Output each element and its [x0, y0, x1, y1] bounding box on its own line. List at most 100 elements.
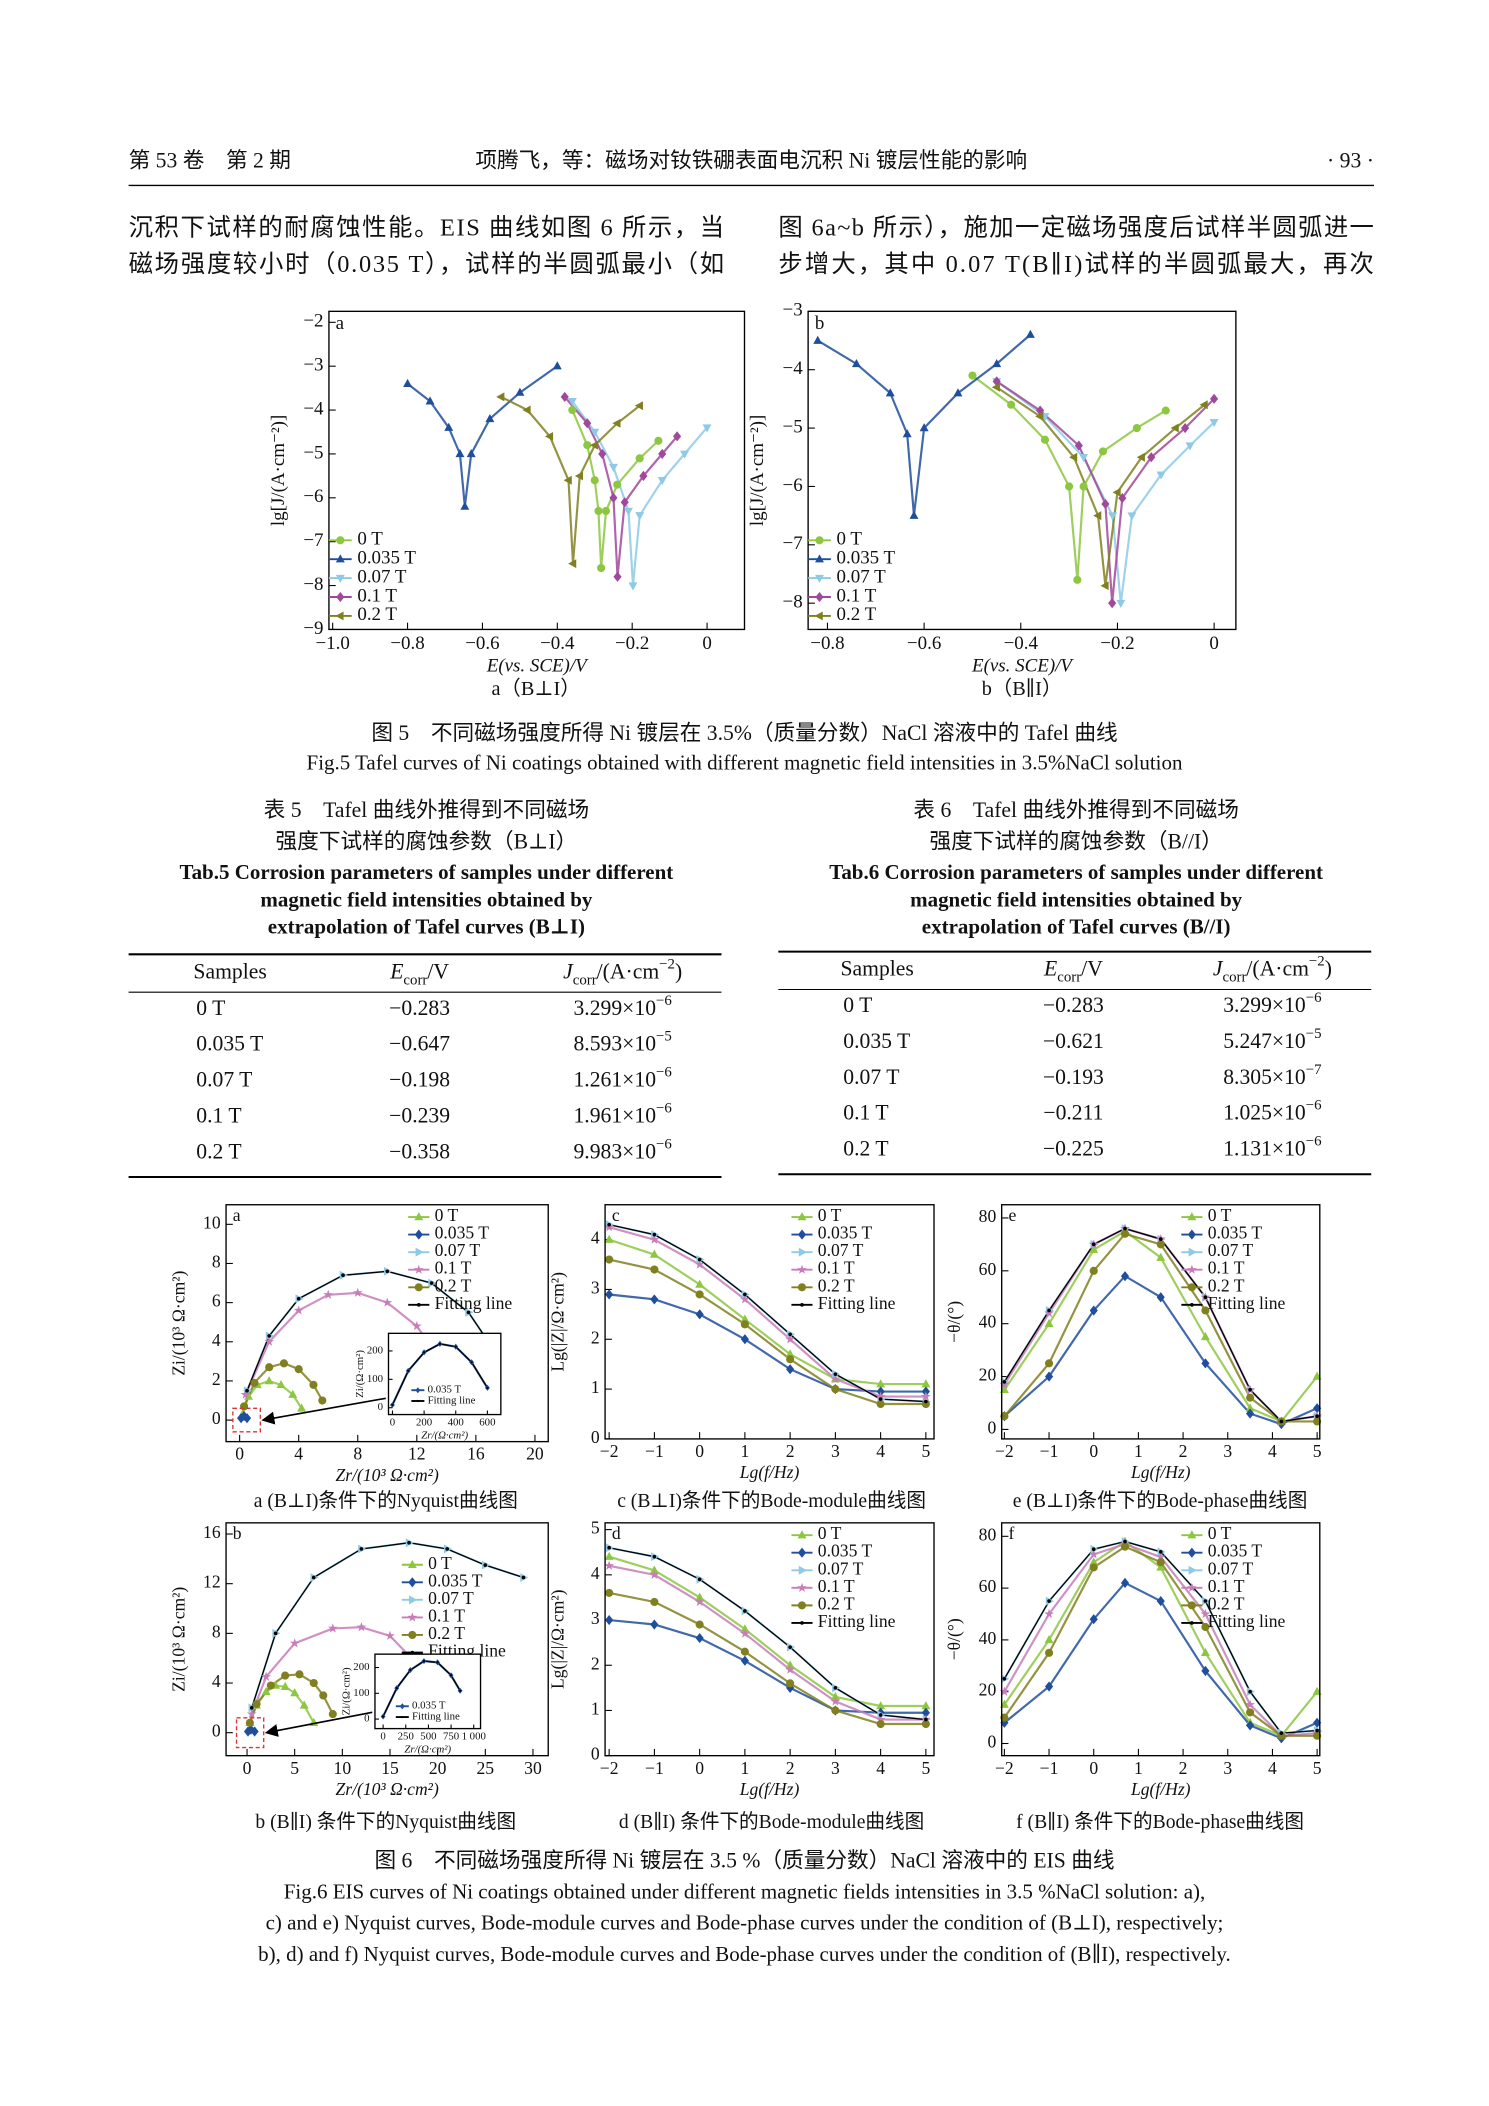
x-tick-label: 5: [921, 1441, 930, 1461]
data-point: [485, 413, 495, 423]
data-point: [1246, 1393, 1255, 1402]
table-cell: −0.283: [1043, 993, 1104, 1017]
data-point: [740, 1628, 750, 1638]
data-point: [740, 1334, 749, 1345]
data-point: [968, 371, 977, 380]
series-line: [608, 1258, 926, 1406]
data-point: [382, 1297, 393, 1307]
data-point: [1045, 1371, 1054, 1382]
x-axis-label: Lg(f/Hz): [739, 1462, 800, 1482]
legend-label: 0.2 T: [1208, 1593, 1245, 1613]
data-point: [250, 1378, 259, 1387]
data-point: [650, 1597, 659, 1607]
legend-label: 0 T: [1208, 1205, 1232, 1225]
data-point: [921, 1701, 931, 1710]
legend-marker: [800, 1621, 804, 1625]
data-point: [1156, 1240, 1165, 1249]
cell-part: −6: [656, 1101, 672, 1117]
data-point: [1185, 442, 1195, 451]
table-title-en: Tab.6 Corrosion parameters of samples un…: [829, 860, 1323, 884]
table-cell: 1.261×10−6: [573, 1065, 671, 1092]
data-point: [470, 1361, 473, 1364]
data-point: [1248, 1387, 1252, 1392]
table-title: 强度下试样的腐蚀参数（B⊥I）: [276, 829, 578, 853]
plot-frame: [387, 1332, 502, 1416]
series-line: [609, 1547, 926, 1721]
data-point: [654, 436, 663, 445]
data-point: [240, 1389, 251, 1399]
data-point: [323, 1289, 333, 1299]
data-point: [1044, 1648, 1054, 1657]
table-cell: −0.198: [389, 1068, 450, 1092]
data-point: [1120, 1542, 1130, 1551]
legend-label: 0.035 T: [1208, 1223, 1263, 1243]
y-tick-label: 0: [591, 1744, 600, 1764]
table-title: 表 5 Tafel 曲线外推得到不同磁场: [264, 798, 589, 822]
y-tick-label: 4: [591, 1228, 600, 1248]
data-point: [1101, 498, 1110, 509]
y-tick-label: 0: [364, 1713, 369, 1725]
panel-label: a: [233, 1205, 241, 1225]
legend-marker: [336, 591, 345, 603]
header-part: /V: [427, 959, 449, 983]
table-cell: −0.193: [1043, 1065, 1104, 1089]
y-axis-label: Zi/(Ω·cm²): [340, 1667, 352, 1715]
data-point: [295, 1670, 304, 1679]
data-point: [1170, 423, 1179, 433]
data-point: [242, 1413, 252, 1424]
data-point: [1132, 424, 1141, 433]
data-point: [1201, 1665, 1210, 1677]
data-point: [673, 431, 682, 442]
legend-label: 0.1 T: [1208, 1258, 1245, 1278]
data-point: [594, 506, 603, 516]
series-line: [608, 1226, 926, 1398]
legend-label: Fitting line: [428, 1394, 476, 1406]
x-tick-label: 0: [1089, 1441, 1098, 1461]
y-tick-label: 0: [212, 1408, 221, 1428]
legend-marker: [798, 1247, 807, 1257]
data-point: [921, 1707, 930, 1718]
legend-marker: [408, 1630, 417, 1640]
data-point: [921, 1391, 931, 1401]
y-tick-label: −8: [303, 574, 323, 595]
table-title-en: extrapolation of Tafel curves (B//I): [922, 914, 1231, 938]
header-part: /V: [1081, 957, 1103, 981]
data-point: [385, 1269, 390, 1274]
data-point: [1089, 1614, 1098, 1625]
cell-part: 1.025×10: [1223, 1101, 1306, 1125]
y-tick-label: 0: [212, 1721, 221, 1741]
data-point: [568, 405, 577, 415]
data-point: [352, 1287, 363, 1297]
legend-marker: [335, 574, 345, 584]
y-axis-label: Lg(|Z|/Ω·cm²): [547, 1272, 567, 1372]
data-point: [341, 1273, 345, 1278]
legend-marker: [414, 1229, 423, 1240]
data-point: [1091, 1547, 1096, 1552]
legend-label: 0.1 T: [357, 585, 397, 606]
data-point: [288, 1389, 298, 1398]
panel-label: e: [1008, 1205, 1016, 1225]
legend-label: 0.1 T: [818, 1258, 855, 1278]
y-tick-label: −7: [783, 533, 803, 554]
body-line: 步增大，其中 0.07 T(B∥I)试样的半圆弧最大，再次: [778, 251, 1374, 278]
legend-marker: [814, 611, 823, 621]
data-point: [650, 1294, 659, 1305]
y-tick-label: 0: [987, 1417, 996, 1437]
data-point: [695, 1290, 704, 1299]
data-point: [605, 1255, 614, 1264]
legend-label: 0.07 T: [428, 1588, 474, 1608]
data-point: [1315, 1728, 1319, 1733]
data-point: [1248, 1689, 1252, 1694]
x-tick-label: 1: [740, 1441, 749, 1461]
y-tick-label: 4: [212, 1330, 221, 1350]
data-point: [1199, 400, 1208, 410]
x-axis-label: Zr/(10³ Ω·cm²): [335, 1779, 438, 1799]
legend-label: 0.035 T: [412, 1700, 446, 1712]
y-tick-label: 2: [591, 1327, 600, 1347]
legend-label: 0.07 T: [357, 566, 407, 587]
data-point: [702, 424, 712, 433]
table-title: 表 6 Tafel 曲线外推得到不同磁场: [913, 798, 1238, 822]
data-point: [635, 512, 645, 521]
data-point: [813, 335, 823, 344]
legend-marker: [1190, 1621, 1194, 1625]
